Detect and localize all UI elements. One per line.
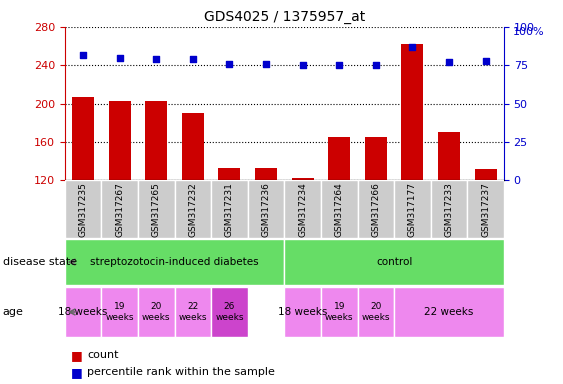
Text: streptozotocin-induced diabetes: streptozotocin-induced diabetes <box>90 257 259 267</box>
Bar <box>365 137 387 180</box>
Bar <box>175 287 211 337</box>
Bar <box>284 180 321 238</box>
Bar <box>255 168 277 180</box>
Title: GDS4025 / 1375957_at: GDS4025 / 1375957_at <box>204 10 365 25</box>
Text: 26
weeks: 26 weeks <box>215 302 244 322</box>
Point <box>152 56 161 62</box>
Text: GSM317233: GSM317233 <box>445 182 453 237</box>
Bar <box>138 287 175 337</box>
Bar <box>145 101 167 180</box>
Bar <box>284 287 321 337</box>
Bar <box>65 239 284 285</box>
Bar <box>292 177 314 180</box>
Bar <box>475 169 497 180</box>
Text: GSM317264: GSM317264 <box>335 182 343 237</box>
Bar <box>328 137 350 180</box>
Bar <box>109 101 131 180</box>
Text: GSM317266: GSM317266 <box>372 182 380 237</box>
Point <box>334 62 343 68</box>
Bar <box>394 287 504 337</box>
Text: disease state: disease state <box>3 257 77 267</box>
Text: 19
weeks: 19 weeks <box>325 302 354 322</box>
Text: GSM317177: GSM317177 <box>408 182 417 237</box>
Text: GSM317231: GSM317231 <box>225 182 234 237</box>
Text: 20
weeks: 20 weeks <box>142 302 171 322</box>
Text: 20
weeks: 20 weeks <box>361 302 390 322</box>
Point <box>298 62 307 68</box>
Bar <box>358 180 394 238</box>
Point <box>481 58 490 64</box>
Text: ■: ■ <box>70 366 82 379</box>
Text: GSM317236: GSM317236 <box>262 182 270 237</box>
Text: 19
weeks: 19 weeks <box>105 302 134 322</box>
Bar <box>401 44 423 180</box>
Bar <box>211 180 248 238</box>
Point <box>79 51 88 58</box>
Bar <box>358 287 394 337</box>
Bar <box>248 180 284 238</box>
Text: count: count <box>87 350 119 360</box>
Bar <box>431 180 467 238</box>
Bar <box>211 287 248 337</box>
Bar <box>72 97 94 180</box>
Text: age: age <box>3 307 24 317</box>
Bar <box>101 180 138 238</box>
Point <box>188 56 197 62</box>
Bar <box>101 287 138 337</box>
Text: GSM317237: GSM317237 <box>481 182 490 237</box>
Point <box>261 61 270 67</box>
Text: 22
weeks: 22 weeks <box>178 302 207 322</box>
Bar <box>467 180 504 238</box>
Point <box>372 62 381 68</box>
Point <box>115 55 124 61</box>
Bar <box>321 180 358 238</box>
Text: control: control <box>376 257 412 267</box>
Text: 18 weeks: 18 weeks <box>59 307 108 317</box>
Text: ■: ■ <box>70 349 82 362</box>
Text: GSM317234: GSM317234 <box>298 182 307 237</box>
Point <box>408 44 417 50</box>
Text: 22 weeks: 22 weeks <box>425 307 473 317</box>
Bar <box>438 132 460 180</box>
Text: GSM317265: GSM317265 <box>152 182 160 237</box>
Bar <box>65 287 101 337</box>
Text: 18 weeks: 18 weeks <box>278 307 327 317</box>
Bar <box>321 287 358 337</box>
Bar <box>218 168 240 180</box>
Bar <box>138 180 175 238</box>
Point <box>445 59 454 65</box>
Text: GSM317235: GSM317235 <box>79 182 87 237</box>
Bar <box>175 180 211 238</box>
Point <box>225 61 234 67</box>
Bar <box>284 239 504 285</box>
Text: GSM317267: GSM317267 <box>115 182 124 237</box>
Text: 100%: 100% <box>513 27 544 37</box>
Bar <box>182 113 204 180</box>
Bar <box>65 180 101 238</box>
Bar <box>394 180 431 238</box>
Text: GSM317232: GSM317232 <box>189 182 197 237</box>
Text: percentile rank within the sample: percentile rank within the sample <box>87 367 275 377</box>
